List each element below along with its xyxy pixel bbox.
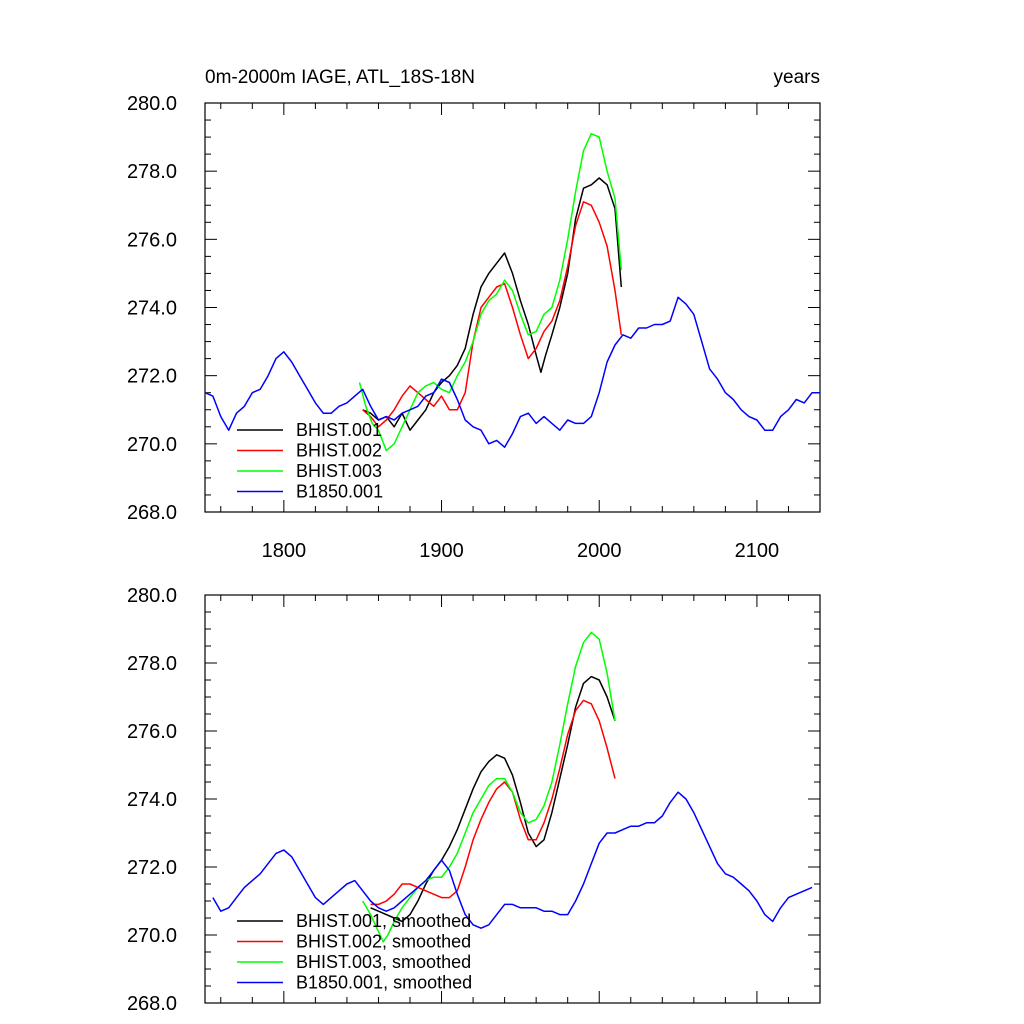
y-tick-label: 278.0 xyxy=(127,653,177,675)
x-tick-label: 2100 xyxy=(735,540,780,562)
x-tick-label: 2000 xyxy=(577,540,622,562)
y-tick-label: 268.0 xyxy=(127,993,177,1015)
y-tick-label: 276.0 xyxy=(127,721,177,743)
series-line-bhist-001 xyxy=(362,177,623,431)
legend-label: BHIST.003 xyxy=(296,461,382,481)
x-tick-label: 1900 xyxy=(419,540,464,562)
y-tick-label: 272.0 xyxy=(127,366,177,388)
series-line-b1850-001 xyxy=(204,296,820,448)
legend-label: BHIST.001, smoothed xyxy=(296,911,471,931)
legend-label: BHIST.002, smoothed xyxy=(296,932,471,952)
series-line-b1850-001-smoothed xyxy=(212,791,813,929)
y-tick-label: 274.0 xyxy=(127,789,177,811)
series-line-bhist-003-smoothed xyxy=(362,631,616,943)
series-line-bhist-002 xyxy=(362,201,623,428)
y-tick-label: 272.0 xyxy=(127,857,177,879)
legend-label: BHIST.002 xyxy=(296,441,382,461)
bottom-panel: 268.0 270.0 272.0 274.0 276.0 278.0 280.0 BHIST… xyxy=(127,585,821,1015)
y-tick-label: 278.0 xyxy=(127,161,177,183)
y-tick-label: 270.0 xyxy=(127,925,177,947)
units-label: years xyxy=(774,67,820,88)
legend-label: BHIST.001 xyxy=(296,420,382,440)
y-tick-label: 280.0 xyxy=(127,93,177,115)
x-tick-label: 1800 xyxy=(262,540,307,562)
series-line-bhist-003 xyxy=(358,132,623,452)
legend-label: B1850.001, smoothed xyxy=(296,973,472,993)
top-panel: 268.0 270.0 272.0 274.0 276.0 278.0 280.0 1800 1… xyxy=(127,93,821,562)
y-tick-label: 268.0 xyxy=(127,502,177,524)
y-tick-label: 274.0 xyxy=(127,298,177,320)
series-line-bhist-002-smoothed xyxy=(370,699,616,906)
y-tick-label: 280.0 xyxy=(127,585,177,607)
legend-label: BHIST.003, smoothed xyxy=(296,952,471,972)
legend-label: B1850.001 xyxy=(296,482,383,502)
chart-title: 0m-2000m IAGE, ATL_18S-18N xyxy=(205,67,475,88)
y-tick-label: 270.0 xyxy=(127,434,177,456)
y-tick-label: 276.0 xyxy=(127,229,177,251)
